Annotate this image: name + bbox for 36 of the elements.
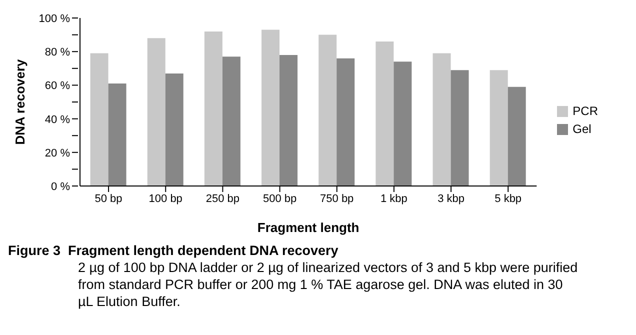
- legend-label: PCR: [572, 104, 598, 118]
- bar: [204, 31, 222, 186]
- bar: [318, 34, 337, 186]
- bar: [90, 53, 108, 186]
- bar: [165, 73, 184, 186]
- bar: [280, 54, 298, 186]
- bar: [222, 56, 240, 186]
- bar: [490, 70, 508, 186]
- bar: [262, 30, 280, 186]
- bar: [108, 84, 126, 186]
- x-tick-label: 5 kbp: [494, 192, 522, 205]
- bar: [336, 58, 355, 186]
- x-tick-label: 3 kbp: [438, 192, 464, 205]
- x-tick-label: 50 bp: [94, 192, 122, 205]
- y-tick-label: 40 %: [44, 114, 70, 126]
- x-axis-title: Fragment length: [257, 220, 360, 235]
- bar: [147, 38, 166, 186]
- text: Figure 3 Fragment length dependent DNA recovery: [8, 242, 340, 259]
- x-tick-label: 1 kbp: [380, 192, 408, 205]
- x-tick-label: 500 bp: [262, 192, 297, 205]
- text: 2 µg of 100 bp DNA ladder or 2 µg of linearized vectors of 3 and 5 kbp were purified from standard PCR buffer or 200 mg 1 % TAE agarose gel. DNA was eluted in 30 µL Elution Buffer.: [77, 259, 578, 310]
- y-tick-label: 60 %: [44, 80, 70, 92]
- bar: [432, 53, 451, 186]
- bar: [376, 42, 394, 186]
- y-tick-label: 100 %: [38, 13, 70, 25]
- bar: [508, 86, 526, 186]
- x-tick-label: 250 bp: [206, 192, 240, 205]
- x-tick-label: 750 bp: [320, 192, 354, 205]
- y-tick-label: 20 %: [44, 147, 70, 160]
- y-tick-label: 0 %: [51, 181, 70, 193]
- y-tick-label: 80 %: [44, 46, 70, 59]
- y-axis-title: DNA recovery: [12, 58, 28, 145]
- x-tick-label: 100 bp: [148, 192, 182, 205]
- bar: [450, 70, 469, 186]
- bar: [394, 62, 412, 186]
- legend-label: Gel: [572, 122, 592, 136]
